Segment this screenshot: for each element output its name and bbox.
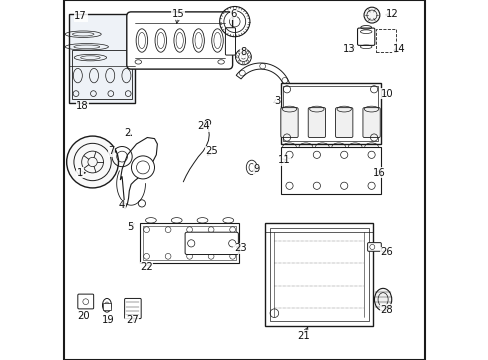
Text: 23: 23 <box>233 243 246 253</box>
Text: 22: 22 <box>140 262 153 272</box>
Text: 15: 15 <box>171 9 184 19</box>
Polygon shape <box>120 138 157 209</box>
Bar <box>269 228 368 321</box>
Text: 1: 1 <box>77 168 83 178</box>
Circle shape <box>363 7 379 23</box>
FancyBboxPatch shape <box>185 232 238 255</box>
FancyBboxPatch shape <box>357 28 374 45</box>
Bar <box>142 226 236 260</box>
Ellipse shape <box>374 288 391 311</box>
Text: 27: 27 <box>125 315 138 325</box>
Text: 7: 7 <box>108 146 114 156</box>
FancyBboxPatch shape <box>126 12 232 69</box>
Text: 16: 16 <box>372 168 385 178</box>
Text: 5: 5 <box>127 222 133 232</box>
FancyBboxPatch shape <box>225 28 235 55</box>
FancyBboxPatch shape <box>307 108 325 138</box>
Text: 28: 28 <box>380 305 392 315</box>
Text: 17: 17 <box>74 11 87 21</box>
FancyBboxPatch shape <box>335 108 352 138</box>
Bar <box>280 83 380 144</box>
Text: 21: 21 <box>297 330 310 341</box>
Text: 6: 6 <box>230 9 236 19</box>
Text: 3: 3 <box>273 96 280 106</box>
Bar <box>69 14 135 103</box>
Bar <box>280 147 380 194</box>
FancyBboxPatch shape <box>280 108 298 138</box>
Text: 4: 4 <box>119 200 125 210</box>
FancyBboxPatch shape <box>362 108 380 138</box>
Text: 19: 19 <box>102 315 115 325</box>
FancyBboxPatch shape <box>124 298 141 319</box>
Text: 24: 24 <box>196 121 209 131</box>
Bar <box>265 223 373 326</box>
FancyBboxPatch shape <box>78 294 94 309</box>
Text: 20: 20 <box>77 311 89 321</box>
Circle shape <box>66 136 118 188</box>
Text: 14: 14 <box>392 44 405 54</box>
Text: 10: 10 <box>380 89 392 99</box>
Text: 8: 8 <box>240 47 246 57</box>
Bar <box>375 29 395 52</box>
Bar <box>72 50 132 99</box>
FancyBboxPatch shape <box>367 243 381 251</box>
Bar <box>283 86 377 141</box>
Circle shape <box>131 156 154 179</box>
Text: 18: 18 <box>76 101 89 111</box>
Text: 26: 26 <box>380 247 392 257</box>
Text: 25: 25 <box>204 146 217 156</box>
Ellipse shape <box>102 298 111 312</box>
Text: 12: 12 <box>385 9 398 19</box>
Bar <box>103 303 110 310</box>
Polygon shape <box>236 63 289 86</box>
Text: 13: 13 <box>342 44 354 54</box>
Text: 2: 2 <box>124 128 130 138</box>
Bar <box>140 223 239 263</box>
Text: 9: 9 <box>253 164 259 174</box>
Text: 11: 11 <box>277 155 290 165</box>
